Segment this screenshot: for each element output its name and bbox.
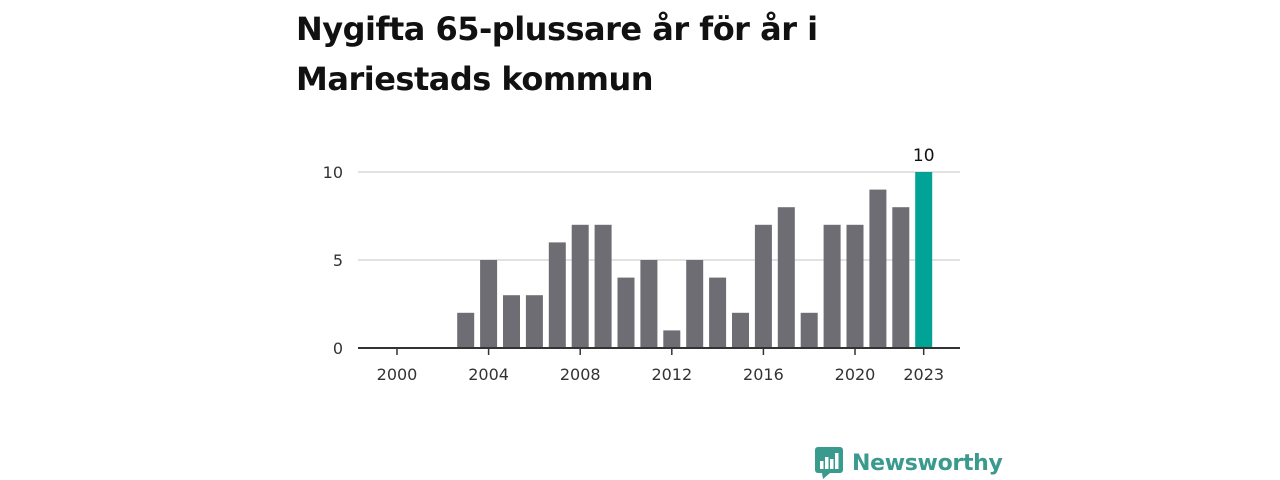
bar-2018 <box>800 312 818 348</box>
x-tick-label: 2020 <box>835 365 876 384</box>
bar-2019 <box>823 224 841 348</box>
bar-2021 <box>869 189 887 348</box>
x-tick-label: 2016 <box>743 365 784 384</box>
bar-2004 <box>480 260 498 348</box>
bar-2020 <box>846 224 864 348</box>
bar-2007 <box>548 242 566 348</box>
bar-2022 <box>892 207 910 348</box>
x-tick-label: 2000 <box>377 365 418 384</box>
x-tick-label: 2004 <box>468 365 509 384</box>
bar-2010 <box>617 277 635 348</box>
brand-name: Newsworthy <box>852 450 1003 476</box>
bar-2012 <box>663 330 681 348</box>
bar-2009 <box>594 224 612 348</box>
bar-2014 <box>709 277 727 348</box>
bar-2011 <box>640 260 658 348</box>
x-axis <box>358 347 960 355</box>
bar-2006 <box>525 295 543 348</box>
bar-2005 <box>503 295 520 348</box>
x-tick-label: 2012 <box>651 365 692 384</box>
bar-2013 <box>686 260 704 348</box>
highlight-data-label: 10 <box>913 146 935 166</box>
bar-2017 <box>777 207 795 348</box>
bars <box>457 172 933 348</box>
bar-2015 <box>732 312 749 348</box>
tick-labels: 0 5 10 10 2000 2004 2008 2012 2016 2020 2023 <box>323 146 944 384</box>
x-tick-label: 2008 <box>560 365 601 384</box>
bar-2023 <box>915 172 933 348</box>
y-tick-label: 5 <box>333 251 343 270</box>
bar-2016 <box>754 224 772 348</box>
x-tick-label: 2023 <box>903 365 944 384</box>
bar-2003 <box>457 312 475 348</box>
newsworthy-logo-icon <box>815 447 843 479</box>
y-tick-label: 0 <box>333 339 343 358</box>
chart-title: Nygifta 65-plussare år för år i Mariesta… <box>296 10 818 98</box>
y-tick-label: 10 <box>323 163 343 182</box>
bar-2008 <box>571 224 589 348</box>
newsworthy-brand[interactable]: Newsworthy <box>814 446 1003 480</box>
